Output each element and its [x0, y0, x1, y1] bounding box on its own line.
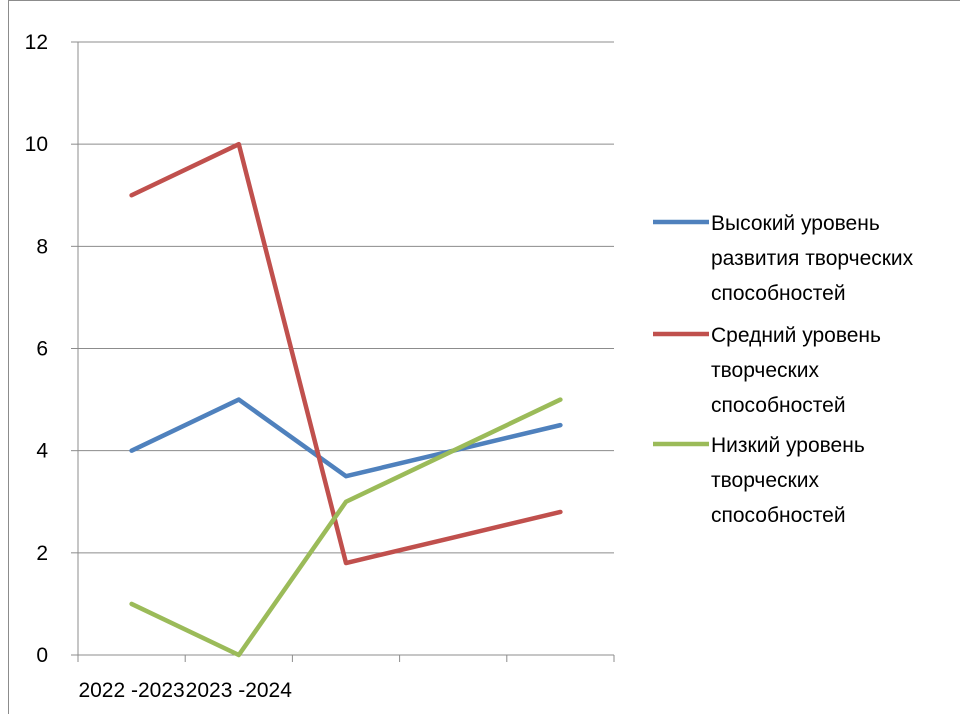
legend-label: творческих	[711, 359, 819, 382]
y-tick-label: 4	[36, 440, 48, 463]
legend-label: способностей	[711, 394, 846, 417]
y-tick-label: 6	[36, 338, 48, 361]
series-line-2	[129, 141, 563, 566]
legend-label: Низкий уровень	[711, 434, 865, 457]
series-line-1	[129, 397, 563, 479]
legend-label: способностей	[711, 282, 846, 305]
y-axis-ticks: 0 2 4 6 8 10 12	[25, 31, 78, 667]
legend-label: развития творческих	[711, 247, 914, 270]
x-tick-label: 2023 -2024	[186, 679, 293, 702]
legend-label: способностей	[711, 504, 846, 527]
y-tick-label: 0	[36, 644, 48, 667]
chart-frame	[8, 0, 960, 714]
legend-label: творческих	[711, 469, 819, 492]
series-lines	[129, 141, 563, 658]
y-tick-label: 8	[36, 235, 48, 258]
series-line-3	[129, 397, 563, 658]
legend: Высокий уровень развития творческих способ…	[653, 212, 914, 527]
x-axis-ticks: 2022 -2023 2023 -2024	[77, 655, 615, 702]
y-tick-label: 2	[36, 542, 48, 565]
gridlines	[78, 41, 614, 554]
legend-label: Высокий уровень	[711, 212, 880, 235]
legend-label: Средний уровень	[711, 324, 881, 347]
x-tick-label: 2022 -2023	[78, 679, 184, 702]
y-tick-label: 10	[25, 133, 48, 156]
y-tick-label: 12	[25, 31, 48, 54]
